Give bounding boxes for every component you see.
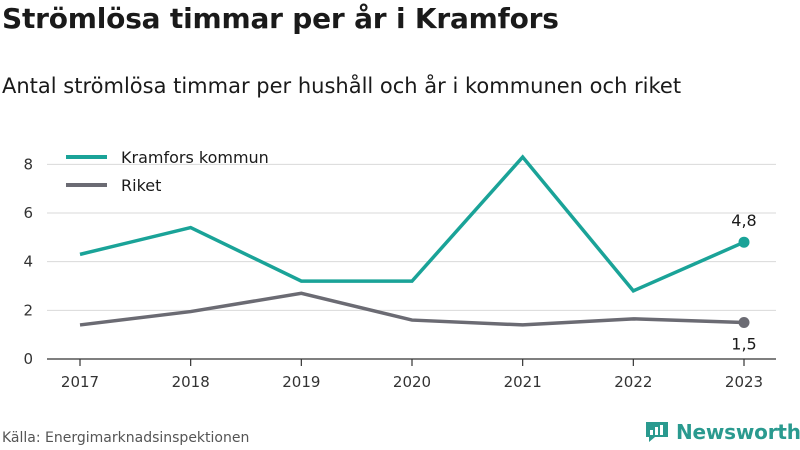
x-tick-label: 2017 bbox=[61, 373, 99, 391]
x-tick-label: 2022 bbox=[614, 373, 652, 391]
brand-logo: Newsworthy bbox=[644, 419, 800, 445]
legend-label-riket: Riket bbox=[121, 176, 161, 195]
x-tick-label: 2020 bbox=[393, 373, 431, 391]
end-point-riket bbox=[738, 317, 750, 328]
x-tick-label: 2019 bbox=[282, 373, 320, 391]
x-tick-label: 2021 bbox=[504, 373, 542, 391]
chart-title: Strömlösa timmar per år i Kramfors bbox=[2, 2, 559, 35]
data-label-kramfors-kommun: 4,8 bbox=[731, 211, 756, 230]
y-tick-label: 8 bbox=[23, 155, 33, 173]
grid-lines bbox=[47, 163, 776, 311]
legend-label-kramfors-kommun: Kramfors kommun bbox=[121, 148, 269, 167]
y-tick-label: 4 bbox=[23, 253, 33, 271]
y-tick-label: 6 bbox=[23, 204, 33, 222]
y-tick-label: 0 bbox=[23, 350, 33, 368]
series-line-riket bbox=[79, 291, 745, 327]
end-point-kramfors-kommun bbox=[738, 236, 750, 248]
source-note: Källa: Energimarknadsinspektionen bbox=[2, 430, 250, 446]
y-tick-label: 2 bbox=[23, 301, 33, 319]
legend: Kramfors kommun Riket bbox=[66, 148, 269, 195]
x-tick-label: 2018 bbox=[172, 373, 210, 391]
data-label-riket: 1,5 bbox=[731, 335, 756, 354]
series-lines bbox=[79, 154, 750, 328]
data-labels: 4,8 1,5 bbox=[731, 211, 756, 353]
chart-subtitle: Antal strömlösa timmar per hushåll och å… bbox=[2, 74, 682, 98]
x-tick-label: 2023 bbox=[725, 373, 763, 391]
newsworthy-logo-icon bbox=[646, 422, 668, 442]
brand-name: Newsworthy bbox=[676, 420, 800, 444]
series-line-kramfors-kommun bbox=[79, 154, 745, 294]
axes: 0 2 4 6 8 2017 2018 2019 2020 2021 2022 2023 bbox=[23, 155, 776, 391]
